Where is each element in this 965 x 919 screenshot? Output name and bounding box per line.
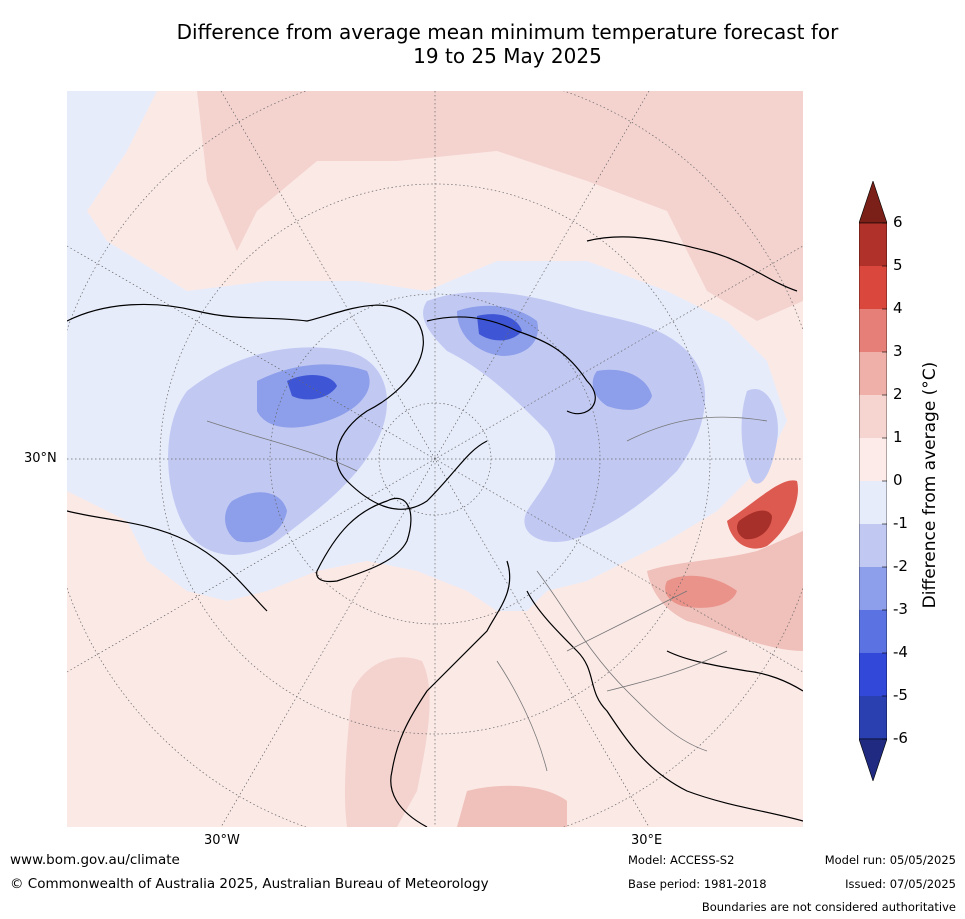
colorbar-segment bbox=[859, 567, 887, 610]
colorbar-tick-label: 5 bbox=[893, 256, 903, 274]
footer-disclaimer: Boundaries are not considered authoritat… bbox=[701, 900, 956, 914]
colorbar-segment bbox=[859, 438, 887, 481]
lat-label-30n: 30°N bbox=[24, 451, 57, 466]
colorbar-segment bbox=[859, 223, 887, 266]
anomaly-pink-africa bbox=[457, 785, 567, 827]
footer-url: www.bom.gov.au/climate bbox=[10, 852, 180, 868]
anomaly-mediumblue-centralsib bbox=[592, 369, 652, 410]
colorbar-segment bbox=[859, 481, 887, 524]
colorbar-segment bbox=[859, 266, 887, 309]
colorbar-segment bbox=[859, 653, 887, 696]
lon-label-30w: 30°W bbox=[204, 833, 240, 848]
title-line-1: Difference from average mean minimum tem… bbox=[176, 20, 839, 44]
colorbar-segment bbox=[859, 524, 887, 567]
colorbar-tick-label: 4 bbox=[893, 299, 903, 317]
anomaly-darkblue-canada bbox=[287, 374, 337, 400]
colorbar-tick-label: 3 bbox=[893, 342, 903, 360]
footer-model-run: Model run: 05/05/2025 bbox=[824, 853, 956, 867]
colorbar-tick-label: 6 bbox=[893, 213, 903, 231]
colorbar-segment bbox=[859, 696, 887, 739]
anomaly-pink-north-pacific bbox=[197, 91, 803, 321]
colorbar-segment bbox=[859, 309, 887, 352]
colorbar-tick-label: 1 bbox=[893, 428, 903, 446]
colorbar-tick-label: -1 bbox=[893, 514, 908, 532]
colorbar-tick-label: -3 bbox=[893, 600, 908, 618]
anomaly-red-caspian bbox=[665, 575, 737, 608]
colorbar-segment bbox=[859, 395, 887, 438]
colorbar-tick-label: 0 bbox=[893, 471, 903, 489]
colorbar-tick-label: -4 bbox=[893, 643, 908, 661]
colorbar-title: Difference from average (°C) bbox=[920, 361, 940, 609]
lon-label-30e: 30°E bbox=[631, 833, 663, 848]
colorbar-segment bbox=[859, 352, 887, 395]
anomaly-darkred-asia bbox=[737, 510, 772, 540]
colorbar bbox=[859, 181, 887, 781]
footer-copyright: © Commonwealth of Australia 2025, Austra… bbox=[10, 876, 489, 892]
anomaly-blue-east-asia bbox=[741, 389, 778, 484]
footer-base-period: Base period: 1981-2018 bbox=[628, 877, 767, 891]
colorbar-segment bbox=[859, 610, 887, 653]
chart-title: Difference from average mean minimum tem… bbox=[60, 20, 955, 68]
anomaly-pink-atlantic bbox=[344, 657, 430, 827]
country-borders bbox=[206, 416, 768, 772]
graticule bbox=[67, 91, 803, 827]
colorbar-tick-label: -6 bbox=[893, 729, 908, 747]
title-line-2: 19 to 25 May 2025 bbox=[413, 44, 602, 68]
colorbar-tick-label: -2 bbox=[893, 557, 908, 575]
anomaly-mediumblue-hudson bbox=[225, 492, 287, 543]
colorbar-extend-top bbox=[859, 181, 887, 224]
anomaly-blue-siberia bbox=[423, 291, 706, 542]
map-svg bbox=[67, 91, 803, 827]
colorbar-extend-bottom bbox=[859, 738, 887, 781]
polar-map bbox=[67, 91, 803, 827]
colorbar-tick-label: 2 bbox=[893, 385, 903, 403]
footer-issued: Issued: 07/05/2025 bbox=[845, 877, 956, 891]
colorbar-tick-label: -5 bbox=[893, 686, 908, 704]
footer-model: Model: ACCESS-S2 bbox=[628, 853, 735, 867]
coastlines bbox=[67, 236, 803, 827]
